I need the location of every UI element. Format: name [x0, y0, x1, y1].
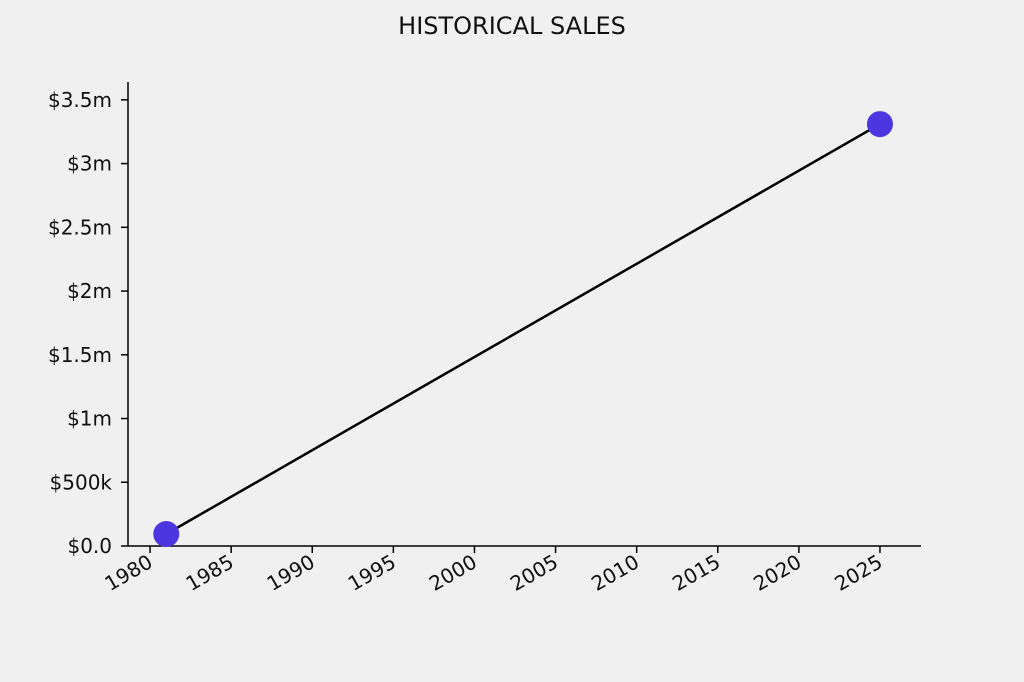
chart-title: HISTORICAL SALES — [398, 12, 626, 40]
y-tick-label: $500k — [50, 470, 113, 494]
y-tick-label: $3.5m — [48, 88, 112, 112]
y-tick-label: $1m — [67, 407, 112, 431]
marker — [153, 521, 180, 548]
y-tick-label: $0.0 — [67, 534, 112, 558]
y-tick-label: $1.5m — [48, 343, 112, 367]
y-tick-label: $2m — [67, 279, 112, 303]
line — [165, 122, 881, 536]
marker — [866, 111, 893, 138]
y-tick-label: $2.5m — [48, 215, 112, 239]
y-tick-label: $3m — [67, 152, 112, 176]
